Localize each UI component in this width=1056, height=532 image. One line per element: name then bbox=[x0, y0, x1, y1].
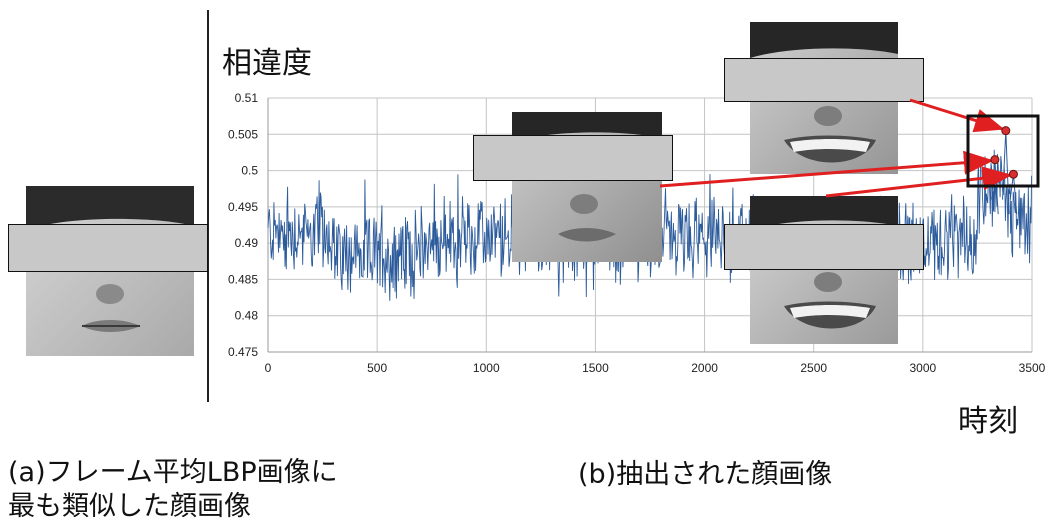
y-tick-label: 0.505 bbox=[228, 127, 258, 141]
x-tick-label: 3500 bbox=[1019, 361, 1046, 375]
highlight-point bbox=[1001, 126, 1011, 136]
x-tick-label: 1500 bbox=[582, 361, 609, 375]
extracted-face-image-3 bbox=[750, 196, 898, 344]
highlight-box bbox=[966, 114, 1040, 188]
arrows bbox=[659, 98, 1013, 198]
x-tick-label: 500 bbox=[367, 361, 387, 375]
extracted-face-mask-1 bbox=[473, 135, 673, 181]
x-tick-label: 0 bbox=[265, 361, 272, 375]
y-tick-label: 0.475 bbox=[228, 345, 258, 359]
highlight-point bbox=[1008, 169, 1018, 179]
y-axis-title: 相違度 bbox=[222, 46, 312, 81]
x-tick-label: 1000 bbox=[473, 361, 500, 375]
x-tick-label: 2500 bbox=[800, 361, 827, 375]
x-tick-label: 3000 bbox=[910, 361, 937, 375]
annotation-arrow bbox=[825, 166, 1013, 198]
x-tick-label: 2000 bbox=[691, 361, 718, 375]
y-tick-label: 0.485 bbox=[228, 272, 258, 286]
caption-b: (b)抽出された顔画像 bbox=[578, 459, 833, 490]
caption-a-line1: (a)フレーム平均LBP画像に bbox=[8, 457, 338, 488]
reference-face-mask bbox=[8, 224, 208, 272]
highlight-points bbox=[990, 126, 1018, 179]
y-tick-labels: 0.475 0.48 0.485 0.49 0.495 0.5 0.505 0.51 bbox=[228, 91, 258, 359]
extracted-face-image-2 bbox=[750, 22, 898, 174]
extracted-face-mask-2 bbox=[724, 58, 924, 102]
y-tick-label: 0.49 bbox=[235, 236, 259, 250]
annotation-arrow bbox=[659, 150, 994, 188]
y-tick-label: 0.495 bbox=[228, 200, 258, 214]
extracted-face-mask-3 bbox=[724, 224, 924, 270]
caption-a-line2: 最も類似した顔画像 bbox=[8, 491, 251, 522]
x-tick-labels: 0 500 1000 1500 2000 2500 3000 3500 bbox=[265, 361, 1046, 375]
y-tick-label: 0.51 bbox=[235, 91, 259, 105]
y-tick-label: 0.48 bbox=[235, 309, 259, 323]
x-axis-title: 時刻 bbox=[958, 404, 1018, 439]
annotation-arrow bbox=[909, 98, 1005, 133]
divider-line bbox=[207, 10, 209, 402]
y-tick-label: 0.5 bbox=[241, 164, 258, 178]
highlight-point bbox=[990, 155, 1000, 165]
